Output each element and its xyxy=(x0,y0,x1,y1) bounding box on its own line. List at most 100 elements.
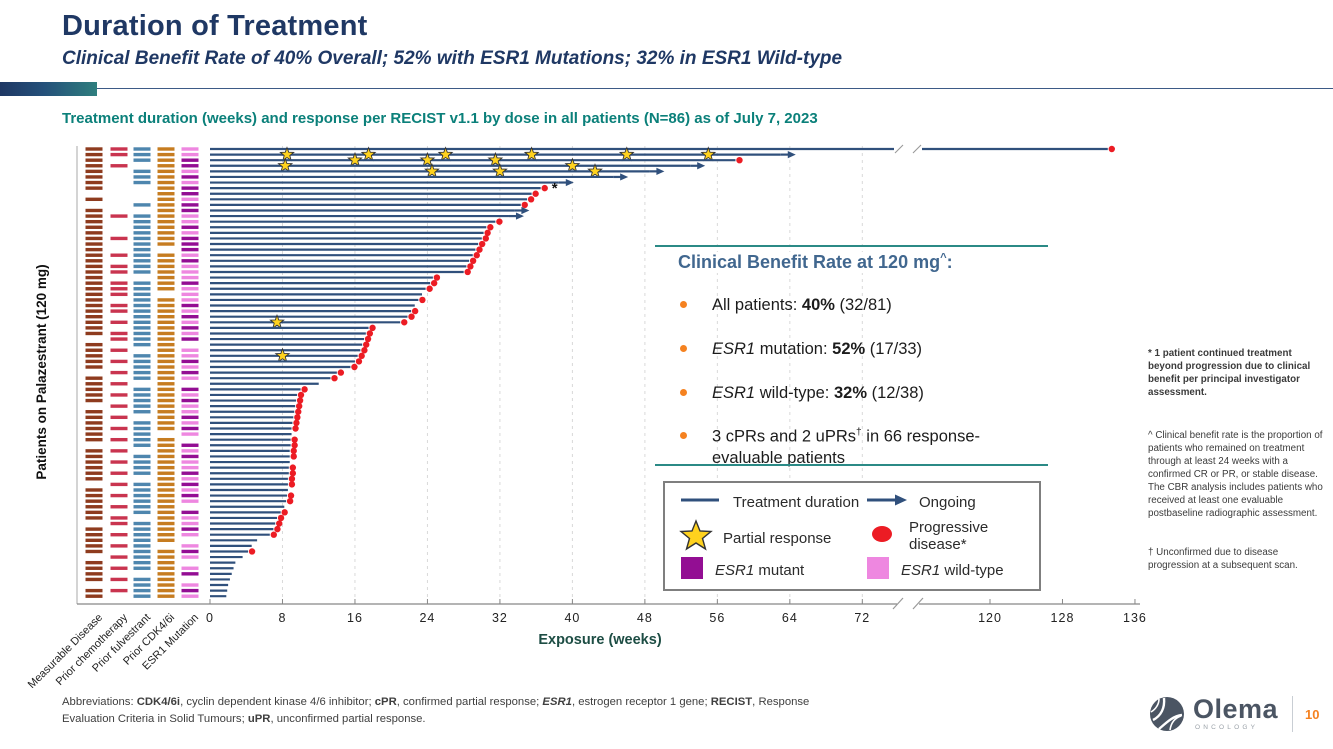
patient-row xyxy=(85,257,477,264)
patient-row xyxy=(110,555,243,559)
svg-text:16: 16 xyxy=(347,611,363,625)
page-number: 10 xyxy=(1305,706,1320,722)
patient-row xyxy=(85,425,299,432)
patient-row xyxy=(85,538,258,542)
page-subtitle: Clinical Benefit Rate of 40% Overall; 52… xyxy=(62,48,843,69)
patient-row xyxy=(85,314,408,330)
patient-row xyxy=(85,212,524,220)
patient-row xyxy=(85,252,480,259)
patient-row xyxy=(85,178,574,187)
patient-row xyxy=(85,274,441,281)
cbr-bullet: All patients: 40% (32/81) xyxy=(680,295,1040,316)
patient-row xyxy=(85,157,706,173)
patient-row xyxy=(85,436,298,443)
patient-row xyxy=(85,588,228,593)
olema-logo: Olema ONCOLOGY 10 xyxy=(1147,692,1320,736)
legend-item-sq_wt: ESR1 wild-type xyxy=(865,555,1004,585)
patient-row xyxy=(85,229,491,237)
patient-row xyxy=(85,514,285,522)
patient-row xyxy=(85,341,370,348)
legend-label: ESR1 mutant xyxy=(715,561,805,579)
sq_wt-swatch xyxy=(865,555,891,585)
patient-row xyxy=(85,572,232,576)
patient-row xyxy=(85,224,494,231)
legend-item-star: Partial response xyxy=(679,519,831,557)
patient-row xyxy=(85,330,374,337)
svg-text:8: 8 xyxy=(279,611,287,625)
chart-legend: Treatment duration Ongoing Partial respons… xyxy=(663,481,1041,591)
svg-text:72: 72 xyxy=(854,611,870,625)
patient-row xyxy=(133,201,528,209)
legend-label: ESR1 wild-type xyxy=(901,561,1004,579)
legend-item-line: Treatment duration xyxy=(679,489,859,515)
patient-row xyxy=(85,206,530,215)
patient-row xyxy=(157,190,539,197)
patient-row xyxy=(85,460,290,464)
patient-row xyxy=(85,218,503,225)
cbr-heading: Clinical Benefit Rate at 120 mg^: xyxy=(678,252,953,273)
patient-row xyxy=(85,408,302,415)
svg-text:32: 32 xyxy=(492,611,508,625)
sq_mut-swatch xyxy=(679,555,705,585)
legend-label: Partial response xyxy=(723,529,832,547)
patient-row xyxy=(85,386,308,393)
cbr-heading-sup: ^ xyxy=(940,252,947,264)
svg-text:128: 128 xyxy=(1051,611,1075,625)
patient-row xyxy=(85,246,483,253)
patient-row xyxy=(85,292,423,297)
patient-row xyxy=(85,577,230,582)
star-swatch xyxy=(679,519,713,557)
patient-row xyxy=(85,566,234,570)
patient-row xyxy=(85,492,295,499)
chart-footnote: * 1 patient continued treatment beyond p… xyxy=(1148,348,1311,398)
patient-row xyxy=(85,240,486,248)
svg-text:120: 120 xyxy=(978,611,1002,625)
legend-item-dot: Progressive disease* xyxy=(865,519,1039,553)
legend-label: Ongoing xyxy=(919,493,976,511)
patient-row xyxy=(110,402,303,410)
patient-row xyxy=(110,335,372,343)
patient-row xyxy=(110,520,283,527)
patient-row xyxy=(85,363,358,371)
page-title: Duration of Treatment xyxy=(62,10,368,42)
patient-row xyxy=(133,583,229,587)
svg-text:48: 48 xyxy=(637,611,653,625)
cbr-bullet: 3 cPRs and 2 uPRs† in 66 response-evalua… xyxy=(680,426,1040,469)
logo-divider xyxy=(1292,696,1294,732)
bullet-dot xyxy=(680,301,687,308)
patient-row xyxy=(133,442,298,449)
patient-row xyxy=(85,560,236,565)
patient-row xyxy=(85,151,743,167)
svg-text:0: 0 xyxy=(206,611,214,625)
patient-row xyxy=(85,397,304,404)
olema-logo-icon xyxy=(1150,697,1184,731)
patient-row xyxy=(85,374,338,382)
legend-label: Treatment duration xyxy=(733,493,860,511)
patient-row xyxy=(85,173,629,181)
patient-row xyxy=(85,414,301,421)
patient-row xyxy=(85,358,363,365)
cbr-bullet: ESR1 mutation: 52% (17/33) xyxy=(680,339,1040,360)
cbr-bullet: ESR1 wild-type: 32% (12/38) xyxy=(680,383,1040,404)
patient-row xyxy=(85,391,305,399)
legend-item-arrow: Ongoing xyxy=(865,489,976,515)
patient-row xyxy=(85,196,535,203)
olema-oncology: ONCOLOGY xyxy=(1195,724,1259,732)
header-accent-bar xyxy=(0,82,97,96)
patient-row xyxy=(85,303,415,308)
svg-text:56: 56 xyxy=(709,611,725,625)
bullet-dot xyxy=(680,345,687,352)
patient-row xyxy=(85,470,297,477)
patient-row xyxy=(85,313,415,320)
cbr-heading-text: Clinical Benefit Rate at 120 mg xyxy=(678,252,941,272)
patient-row xyxy=(85,531,277,538)
patient-row xyxy=(85,505,285,509)
patient-row xyxy=(85,432,292,436)
patient-row xyxy=(85,263,474,270)
patient-row xyxy=(85,285,433,292)
patient-row xyxy=(110,369,345,376)
legend-label: Progressive disease* xyxy=(909,519,989,553)
chart-footnote: † Unconfirmed due to disease progression… xyxy=(1148,547,1298,571)
abbreviations: Abbreviations: CDK4/6i, cyclin dependent… xyxy=(62,696,810,725)
